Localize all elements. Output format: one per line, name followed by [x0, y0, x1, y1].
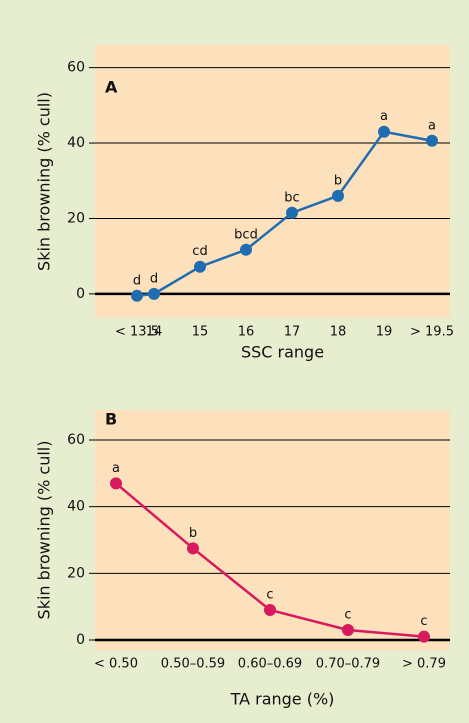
value-label: a — [112, 461, 120, 476]
x-tick-label: 15 — [192, 325, 209, 340]
value-label: d — [133, 273, 141, 288]
y-axis-label: Skin browning (% cull) — [35, 92, 54, 271]
x-axis-label: TA range (%) — [230, 690, 335, 709]
data-point — [110, 477, 122, 490]
plot-area — [95, 45, 450, 318]
data-point — [418, 630, 430, 643]
data-point — [342, 624, 354, 636]
value-label: a — [428, 118, 436, 133]
panel-label: B — [105, 410, 117, 429]
data-point — [240, 243, 252, 256]
data-point — [286, 206, 298, 219]
y-tick-label: 20 — [67, 565, 85, 581]
y-tick-label: 40 — [67, 499, 85, 515]
data-line — [136, 130, 433, 297]
y-tick-label: 40 — [67, 135, 85, 151]
value-label: bc — [284, 190, 299, 205]
y-tick-label: 60 — [67, 60, 85, 76]
y-axis-label: Skin browning (% cull) — [35, 441, 54, 620]
x-tick-label: < 0.50 — [94, 657, 138, 672]
value-label: d — [150, 271, 158, 286]
data-point — [131, 289, 143, 302]
x-axis-label: SSC range — [241, 343, 324, 362]
x-tick-label: > 19.5 — [410, 325, 454, 340]
x-tick-label: > 0.79 — [402, 657, 446, 672]
x-tick-label: 19 — [376, 325, 393, 340]
value-label: b — [189, 526, 197, 541]
data-point — [194, 260, 206, 273]
data-point — [332, 189, 344, 202]
value-label: a — [380, 109, 388, 124]
value-label: c — [266, 588, 273, 603]
x-tick-label: 0.70–0.79 — [316, 657, 380, 672]
y-tick-label: 0 — [76, 286, 85, 302]
data-point — [148, 287, 160, 300]
value-label: c — [420, 614, 427, 629]
x-tick-label: 0.60–0.69 — [238, 657, 302, 672]
value-label: cd — [192, 244, 207, 259]
data-point — [187, 542, 199, 555]
y-tick-label: 60 — [67, 432, 85, 448]
value-label: bcd — [234, 227, 258, 242]
panel-label: A — [105, 78, 118, 97]
data-point — [264, 604, 276, 616]
y-tick-label: 0 — [76, 632, 85, 648]
data-point — [426, 134, 438, 147]
y-tick-label: 20 — [67, 210, 85, 226]
x-tick-label: 14 — [146, 325, 163, 340]
data-point — [378, 125, 390, 138]
x-tick-label: 16 — [238, 325, 255, 340]
x-tick-label: 0.50–0.59 — [161, 657, 225, 672]
value-label: c — [344, 608, 351, 623]
x-tick-label: < 13.5 — [115, 325, 159, 340]
x-tick-label: 17 — [284, 325, 301, 340]
x-tick-label: 18 — [330, 325, 347, 340]
value-label: b — [334, 173, 342, 188]
